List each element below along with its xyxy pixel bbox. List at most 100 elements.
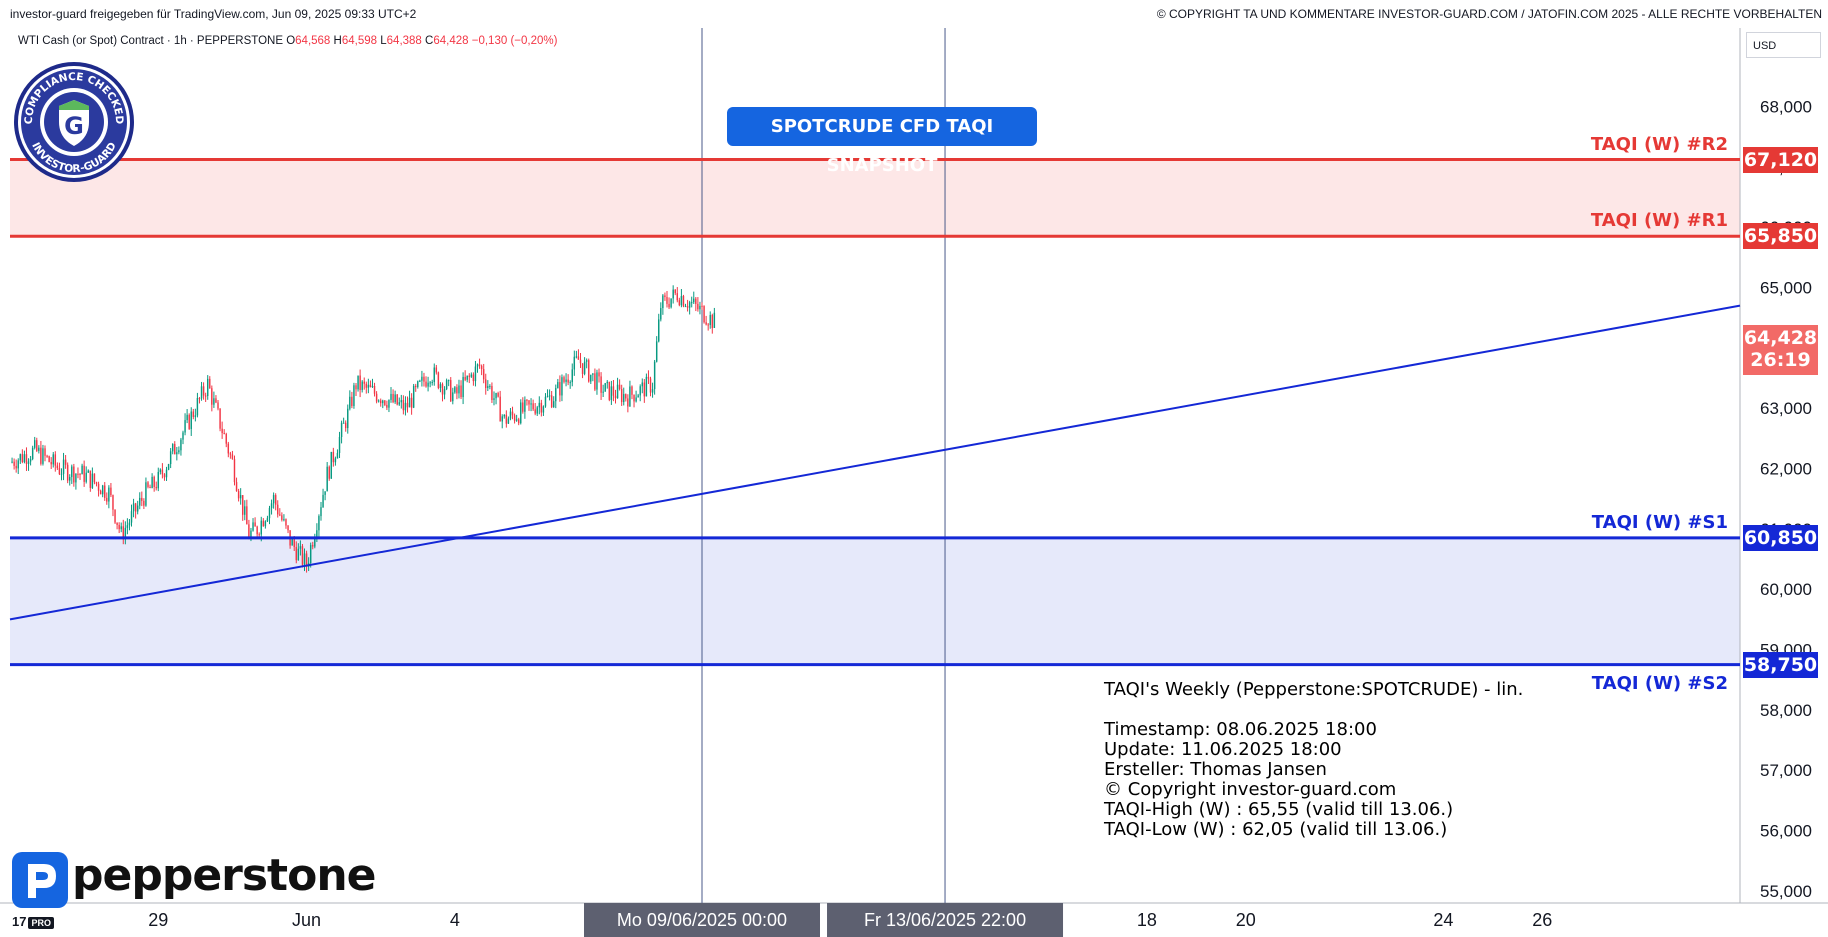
candle-283: [594, 373, 596, 390]
candle-112: [242, 495, 244, 515]
candle-102: [221, 428, 223, 434]
trendline-layer: [9, 304, 1741, 621]
candle-231: [487, 386, 489, 388]
candle-335: [701, 305, 703, 307]
candle-258: [542, 406, 545, 413]
candle-203: [429, 382, 431, 384]
candle-41: [95, 482, 98, 484]
candle-237: [499, 396, 501, 422]
candle-238: [501, 416, 503, 422]
candle-16: [44, 448, 46, 456]
candle-244: [513, 415, 516, 421]
candle-95: [206, 378, 209, 397]
candle-134: [287, 525, 289, 531]
x-tick-7: 20: [1236, 910, 1256, 930]
candle-228: [480, 365, 483, 370]
candle-168: [357, 375, 359, 390]
candle-82: [180, 439, 182, 451]
candle-280: [588, 360, 590, 382]
candle-80: [176, 452, 178, 455]
currency-button[interactable]: USD: [1746, 32, 1821, 58]
candle-126: [270, 503, 273, 509]
candle-12: [36, 440, 38, 451]
candle-89: [194, 415, 197, 417]
candle-14: [40, 447, 42, 464]
candle-33: [79, 473, 81, 475]
level-price-badge-1: 65,850: [1743, 223, 1818, 250]
candle-254: [534, 409, 536, 414]
candle-163: [347, 408, 349, 429]
candle-307: [643, 382, 646, 397]
candle-323: [676, 293, 679, 301]
candle-2: [15, 465, 17, 469]
y-tick-0: 55,000: [1760, 882, 1812, 901]
zone-0: [10, 159, 1740, 237]
candle-189: [400, 400, 403, 403]
candle-24: [60, 473, 63, 475]
candle-60: [134, 503, 137, 512]
candle-315: [660, 308, 662, 320]
candle-160: [340, 422, 343, 437]
candle-253: [532, 403, 534, 410]
x-tick-5: Fr 13/06/2025 22:00: [864, 910, 1026, 930]
candle-213: [450, 380, 452, 402]
candle-67: [149, 486, 151, 489]
candle-246: [517, 419, 520, 424]
candle-109: [235, 482, 238, 492]
candle-234: [493, 398, 495, 401]
x-tick-3: Mo 09/06/2025 00:00: [617, 910, 787, 930]
level-price-badge-2: 60,850: [1743, 524, 1818, 551]
level-label-0: TAQI (W) #R2: [1590, 133, 1728, 155]
y-tick-13: 68,000: [1760, 97, 1812, 116]
candle-215: [454, 387, 456, 393]
zone-1: [10, 537, 1740, 665]
candle-153: [326, 466, 328, 492]
candle-334: [699, 305, 701, 310]
candle-326: [682, 296, 685, 307]
candle-146: [312, 545, 314, 547]
candle-156: [332, 451, 335, 463]
publish-info: investor-guard freigegeben für TradingVi…: [10, 7, 417, 21]
candle-311: [651, 389, 654, 393]
candle-129: [277, 504, 279, 515]
x-tick-highlight-5: [827, 903, 1064, 937]
candle-330: [690, 302, 693, 304]
candle-63: [141, 497, 143, 501]
candle-263: [552, 401, 555, 408]
candle-187: [396, 394, 398, 405]
candle-217: [458, 385, 460, 394]
candle-64: [143, 500, 145, 506]
candle-143: [305, 553, 308, 567]
candle-218: [460, 385, 462, 398]
candle-276: [579, 359, 582, 364]
candle-327: [684, 306, 687, 308]
current-price-value: 64,428: [1743, 327, 1818, 349]
candle-71: [157, 471, 160, 489]
candle-281: [590, 374, 592, 382]
candle-221: [466, 375, 468, 380]
candle-183: [388, 399, 390, 408]
candle-274: [575, 356, 578, 358]
candle-186: [394, 394, 396, 403]
y-tick-2: 57,000: [1760, 761, 1812, 780]
candle-68: [151, 476, 153, 489]
candle-121: [260, 520, 262, 535]
candle-44: [101, 485, 104, 495]
candle-296: [620, 388, 623, 403]
candle-18: [48, 456, 50, 463]
candle-226: [476, 364, 479, 367]
candle-116: [250, 530, 252, 539]
candle-74: [163, 474, 166, 478]
compliance-seal-logo: COMPLIANCE CHECKED INVESTOR-GUARD G: [14, 62, 134, 182]
level-label-2: TAQI (W) #S1: [1591, 511, 1728, 533]
candle-219: [462, 376, 464, 398]
candle-21: [54, 454, 57, 466]
candle-164: [349, 396, 351, 409]
candle-150: [320, 507, 322, 517]
candle-56: [126, 525, 129, 528]
candle-88: [192, 411, 195, 417]
candle-92: [200, 386, 203, 399]
candle-167: [355, 385, 357, 390]
